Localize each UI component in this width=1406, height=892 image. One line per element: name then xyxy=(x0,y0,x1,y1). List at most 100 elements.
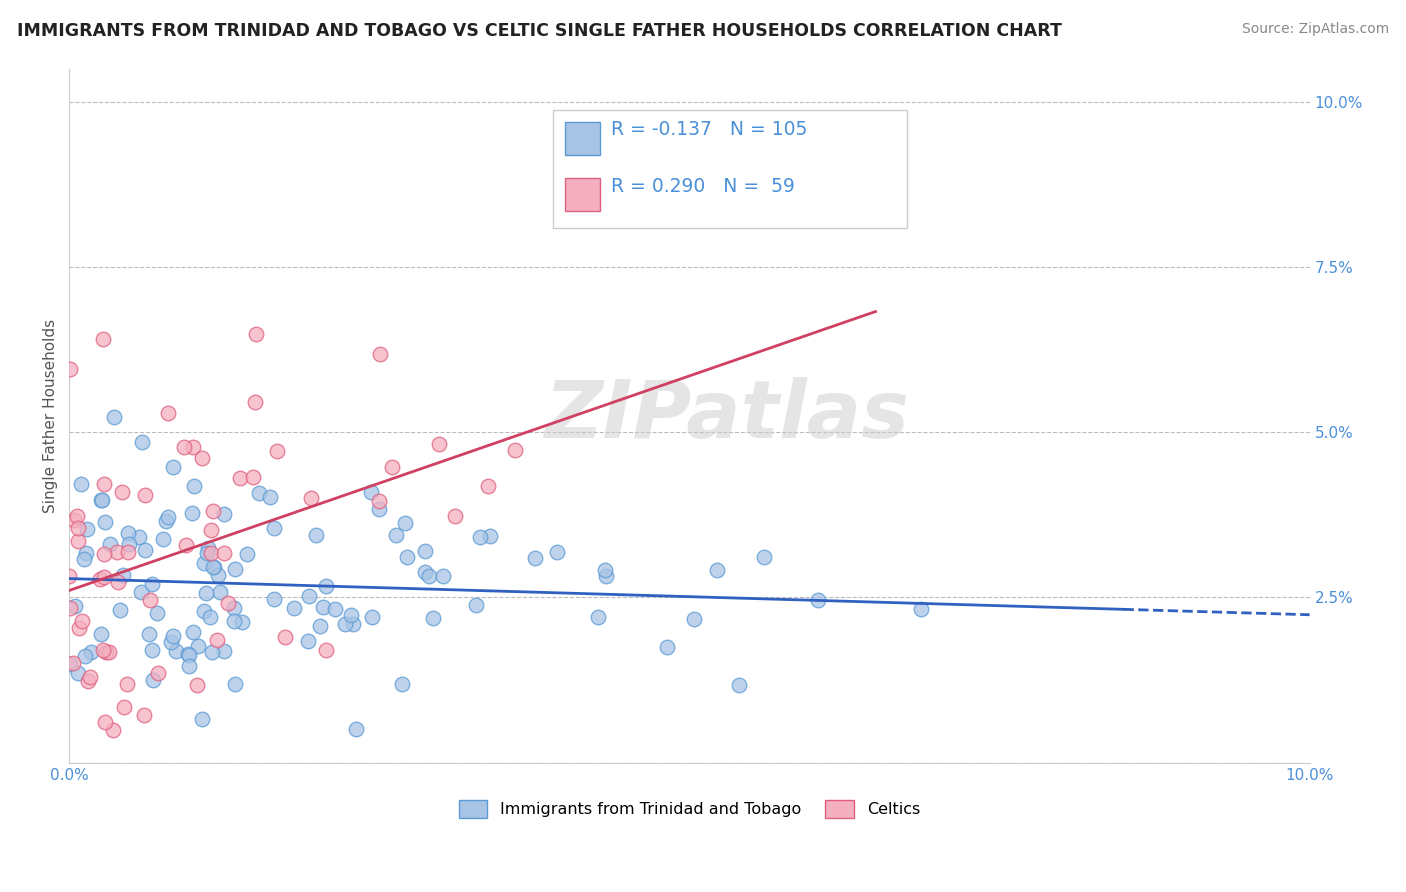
Point xyxy=(180,507,202,521)
Point xyxy=(344,722,367,736)
Point xyxy=(224,615,246,629)
Point xyxy=(115,677,138,691)
Point xyxy=(141,577,163,591)
Point xyxy=(67,666,90,681)
Point xyxy=(394,516,416,530)
Point xyxy=(297,633,319,648)
Point xyxy=(413,565,436,579)
Point xyxy=(312,599,335,614)
Point xyxy=(66,508,89,523)
Point xyxy=(141,642,163,657)
Point xyxy=(752,550,775,565)
Point xyxy=(146,606,169,620)
FancyBboxPatch shape xyxy=(553,111,907,228)
Point xyxy=(66,521,89,535)
Point xyxy=(183,478,205,492)
Point xyxy=(162,459,184,474)
Point xyxy=(299,491,322,506)
Point xyxy=(93,570,115,584)
Point xyxy=(58,568,80,582)
Point xyxy=(59,600,82,615)
Point xyxy=(368,501,391,516)
Point xyxy=(156,406,179,420)
Point xyxy=(444,508,467,523)
Point xyxy=(193,604,215,618)
Point xyxy=(385,528,408,542)
Point xyxy=(505,442,527,457)
Point xyxy=(91,642,114,657)
Point xyxy=(479,529,502,543)
Point xyxy=(75,546,97,560)
Point xyxy=(62,656,84,670)
Point xyxy=(224,600,246,615)
Point xyxy=(202,560,225,574)
Point xyxy=(191,712,214,726)
Point xyxy=(94,645,117,659)
Point xyxy=(131,584,153,599)
Point xyxy=(368,347,391,361)
Point xyxy=(217,596,239,610)
Point xyxy=(187,639,209,653)
Point xyxy=(464,599,486,613)
Point xyxy=(63,599,86,614)
Point xyxy=(477,479,499,493)
Point xyxy=(263,592,285,607)
Point xyxy=(73,552,96,566)
Point xyxy=(242,470,264,484)
Text: IMMIGRANTS FROM TRINIDAD AND TOBAGO VS CELTIC SINGLE FATHER HOUSEHOLDS CORRELATI: IMMIGRANTS FROM TRINIDAD AND TOBAGO VS C… xyxy=(17,22,1062,40)
Point xyxy=(156,510,179,524)
Point xyxy=(134,542,156,557)
Point xyxy=(66,534,89,549)
Text: ZIPatlas: ZIPatlas xyxy=(544,376,910,455)
Point xyxy=(91,493,114,508)
Point xyxy=(200,546,222,560)
Point xyxy=(177,647,200,661)
Point xyxy=(198,610,221,624)
Point xyxy=(323,602,346,616)
Point xyxy=(470,530,492,544)
Point xyxy=(205,633,228,648)
Point xyxy=(177,659,200,673)
Point xyxy=(727,678,749,692)
Point xyxy=(80,645,103,659)
Point xyxy=(118,537,141,551)
Point xyxy=(177,648,200,662)
Point xyxy=(228,471,250,485)
Point xyxy=(263,521,285,535)
FancyBboxPatch shape xyxy=(565,178,600,211)
Point xyxy=(112,700,135,714)
Point xyxy=(910,602,932,616)
Point xyxy=(193,556,215,570)
Point xyxy=(197,541,219,555)
Point xyxy=(93,547,115,561)
Point xyxy=(58,657,80,671)
Point xyxy=(131,434,153,449)
Point xyxy=(75,648,97,663)
Point xyxy=(76,522,98,536)
Point xyxy=(422,611,444,625)
Point xyxy=(315,643,337,657)
Point xyxy=(162,629,184,643)
Point xyxy=(79,670,101,684)
Point xyxy=(191,451,214,466)
Point xyxy=(247,486,270,500)
Point xyxy=(186,678,208,692)
Point xyxy=(117,525,139,540)
Point xyxy=(93,476,115,491)
Point xyxy=(224,677,246,691)
Point xyxy=(142,673,165,688)
Point xyxy=(165,644,187,658)
Point xyxy=(195,585,218,599)
Point xyxy=(342,616,364,631)
Point xyxy=(139,593,162,607)
Point xyxy=(160,635,183,649)
Point xyxy=(309,619,332,633)
Point xyxy=(333,617,356,632)
Point xyxy=(110,603,132,617)
Point xyxy=(105,544,128,558)
Point xyxy=(70,477,93,491)
Point xyxy=(212,644,235,658)
Point xyxy=(98,645,121,659)
Point xyxy=(98,537,121,551)
Point xyxy=(138,627,160,641)
